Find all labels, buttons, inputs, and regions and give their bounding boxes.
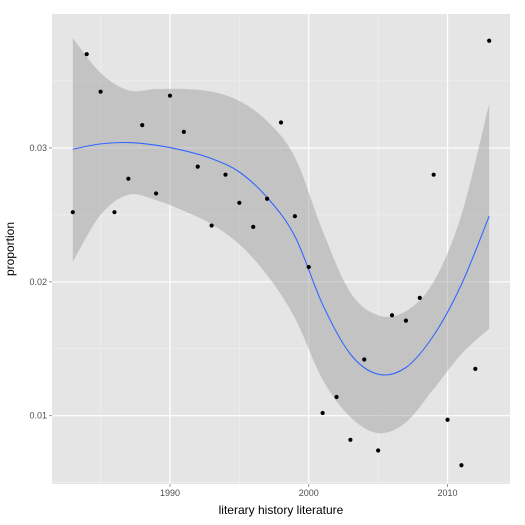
y-axis-title: proportion — [3, 222, 17, 276]
data-point — [431, 172, 436, 177]
data-point — [98, 89, 103, 94]
x-tick-label: 2000 — [299, 488, 319, 498]
data-point — [223, 172, 228, 177]
data-point — [292, 214, 297, 219]
x-axis-ticks: 1990 2000 2010 — [160, 484, 458, 498]
data-point — [251, 224, 256, 230]
confidence-ribbon — [72, 38, 490, 434]
data-point — [334, 394, 339, 400]
data-point — [112, 210, 117, 215]
data-point — [389, 313, 395, 318]
data-point — [195, 164, 200, 169]
data-point — [237, 200, 242, 205]
data-point — [153, 191, 159, 196]
data-point — [459, 463, 464, 468]
data-point — [417, 295, 422, 300]
data-point — [209, 223, 214, 228]
points-layer — [70, 38, 492, 468]
y-tick-label: 0.01 — [29, 411, 47, 421]
data-point — [376, 448, 381, 453]
smooth-line — [72, 141, 490, 376]
data-point — [320, 410, 325, 416]
major-gridlines — [52, 14, 510, 484]
data-point — [181, 129, 186, 134]
data-point — [362, 357, 367, 362]
data-point — [445, 417, 450, 422]
data-point — [265, 196, 270, 201]
data-point — [403, 318, 409, 323]
data-point — [167, 93, 173, 98]
data-point — [70, 210, 75, 215]
y-axis-ticks: 0.01 0.02 0.03 — [29, 143, 52, 421]
y-tick-label: 0.02 — [29, 277, 47, 287]
x-axis-title: literary history literature — [219, 503, 344, 517]
y-tick-label: 0.03 — [29, 143, 47, 153]
x-tick-label: 1990 — [160, 488, 180, 498]
plot-panel — [52, 14, 510, 484]
data-point — [140, 123, 145, 128]
data-point — [84, 52, 89, 57]
data-point — [126, 176, 131, 181]
data-point — [348, 437, 353, 442]
data-point — [306, 264, 311, 270]
data-point — [473, 366, 478, 371]
data-point — [278, 120, 284, 125]
x-tick-label: 2010 — [438, 488, 458, 498]
data-point — [487, 38, 492, 43]
